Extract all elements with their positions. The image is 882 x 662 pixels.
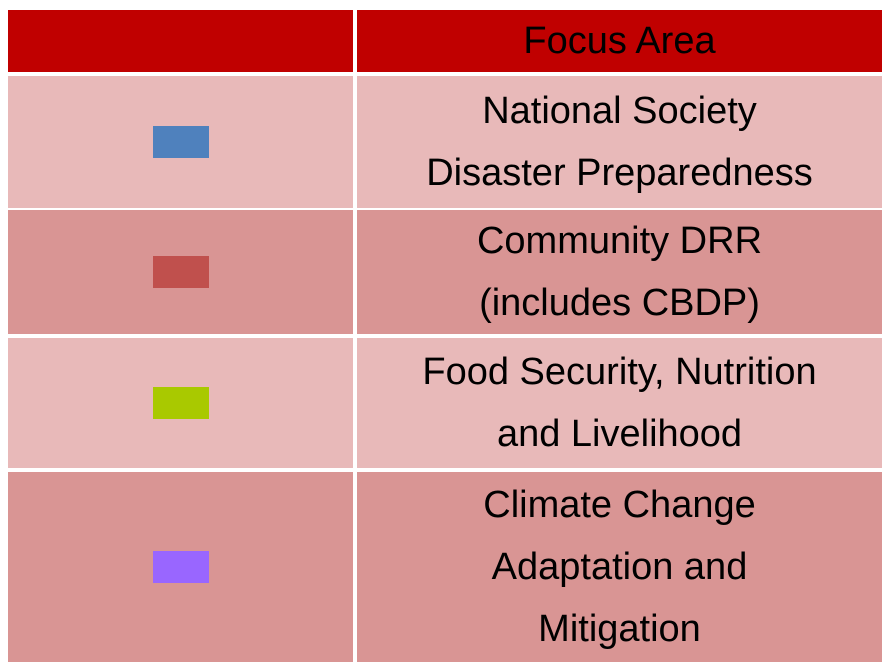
color-swatch <box>152 551 209 583</box>
label-cell: Community DRR (includes CBDP) <box>357 210 882 334</box>
label-line: Community DRR <box>476 220 763 262</box>
swatch-cell <box>8 472 353 662</box>
color-swatch <box>152 256 209 288</box>
label-line: Food Security, Nutrition <box>422 351 817 393</box>
label-line: Mitigation <box>538 608 701 650</box>
header-cell <box>8 10 353 72</box>
label-line: and Livelihood <box>496 413 743 455</box>
label-cell: Climate Change Adaptation and Mitigation <box>357 472 882 662</box>
label-line: Adaptation and <box>491 546 748 588</box>
swatch-cell <box>8 76 353 208</box>
label-line: (includes CBDP) <box>479 282 760 324</box>
swatch-cell <box>8 210 353 334</box>
header-cell: Focus Area <box>357 10 882 72</box>
label-line: Climate Change <box>483 484 756 526</box>
label-line: Disaster Preparedness <box>426 152 813 194</box>
label-cell: Food Security, Nutrition and Livelihood <box>357 338 882 468</box>
label-line: National Society <box>482 90 757 132</box>
label-cell: National Society Disaster Preparedness <box>357 76 882 208</box>
color-swatch <box>152 387 209 419</box>
color-swatch <box>152 126 209 158</box>
swatch-cell <box>8 338 353 468</box>
